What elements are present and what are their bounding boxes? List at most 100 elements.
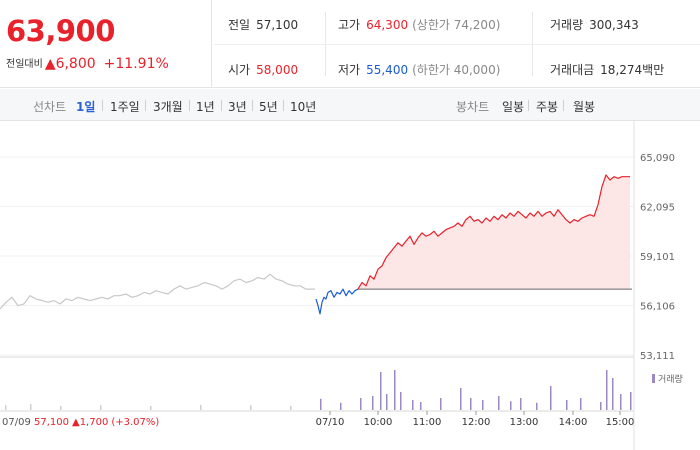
tab-10-years[interactable]: 10년	[290, 100, 317, 114]
tab-5-years[interactable]: 5년	[259, 100, 278, 114]
price-box: 63,900 전일대비 ▲6,800 +11.91%	[0, 0, 212, 88]
volume-bar	[394, 370, 396, 410]
volume-bar	[470, 398, 472, 410]
x-tick-label: 13:00	[510, 417, 539, 428]
low-value: 55,400	[366, 63, 409, 77]
tab-daily-candle[interactable]: 일봉	[502, 100, 525, 114]
volume-bar	[620, 394, 622, 410]
trade-amount-label: 거래대금	[550, 63, 595, 77]
prev-day-change: ▲1,700	[72, 417, 108, 428]
volume-bar	[580, 398, 582, 410]
prev-close-label: 전일	[228, 18, 251, 32]
high-label: 고가	[338, 18, 361, 32]
row-divider	[214, 44, 700, 45]
volume-label: 거래량	[550, 18, 584, 32]
chart-grid	[0, 156, 634, 356]
candle-chart-label: 봉차트	[456, 100, 490, 114]
volume-bar	[510, 401, 512, 410]
volume-legend: 거래량	[658, 373, 683, 385]
tab-separator	[102, 100, 103, 111]
prev-day-price-line	[0, 273, 315, 310]
volume-bar	[520, 398, 522, 410]
prev-day-label: 07/09	[2, 417, 31, 428]
x-tick-label: 12:00	[462, 417, 491, 428]
volume-bar	[380, 372, 382, 410]
upper-limit: (상한가 74,200)	[412, 18, 501, 32]
intraday-price-chart[interactable]: 65,090 62,095 59,101 56,106 53,111 거래량 07/10…	[0, 121, 700, 450]
volume-bar	[100, 405, 102, 410]
volume-bar	[606, 370, 608, 410]
tab-separator	[252, 100, 253, 111]
stat-low: 저가 55,400 (하한가 40,000)	[338, 61, 500, 78]
tab-1-week[interactable]: 1주일	[110, 100, 140, 114]
line-chart-label: 선차트	[33, 100, 67, 114]
volume-bar	[250, 405, 252, 410]
volume-bar	[600, 402, 602, 410]
volume-bar	[612, 378, 614, 410]
tab-separator	[528, 100, 529, 111]
x-tick-label: 15:00	[606, 417, 635, 428]
open-label: 시가	[228, 63, 251, 77]
volume-bar	[386, 394, 388, 410]
x-axis-ticks: 07/10 10:00 11:00 12:00 13:00 14:00 15:00	[316, 411, 635, 428]
volume-bar	[340, 402, 342, 410]
x-tick-label: 07/10	[316, 417, 345, 428]
tab-3-months[interactable]: 3개월	[153, 100, 183, 114]
today-decline-line	[315, 288, 359, 315]
volume-bar	[412, 400, 414, 410]
trade-amount-unit: 백만	[642, 63, 665, 77]
volume-bar	[150, 406, 152, 410]
tab-1-day[interactable]: 1일	[76, 100, 96, 114]
stat-trade-amount: 거래대금 18,274백만	[550, 61, 664, 78]
chart-period-tabs: 선차트 1일 1주일 3개월 1년 3년 5년 10년 봉차트 일봉 주봉 월봉	[0, 89, 700, 121]
prev-day-summary: 57,100 ▲1,700 (+3.07%)	[34, 417, 159, 428]
quote-summary: 63,900 전일대비 ▲6,800 +11.91% 전일 57,100 고가 64,3…	[0, 0, 700, 88]
volume-bar	[482, 400, 484, 410]
volume-bar	[420, 402, 422, 410]
y-tick-label: 65,090	[640, 153, 675, 164]
volume-bar	[440, 398, 442, 410]
volume-bar	[460, 388, 462, 410]
trade-amount-value: 18,274	[600, 63, 643, 77]
volume-bar	[498, 396, 500, 410]
current-price: 63,900	[6, 14, 115, 48]
volume-value: 300,343	[589, 18, 639, 32]
tab-weekly-candle[interactable]: 주봉	[536, 100, 559, 114]
stat-open: 시가 58,000	[228, 61, 298, 78]
open-value: 58,000	[256, 63, 299, 77]
x-tick-label: 10:00	[364, 417, 393, 428]
gain-area-fill	[358, 175, 630, 290]
tab-separator	[221, 100, 222, 111]
change-label: 전일대비	[6, 59, 43, 70]
change-percent: +11.91%	[103, 56, 169, 72]
volume-bar	[566, 400, 568, 410]
volume-bar	[290, 406, 292, 410]
volume-bar	[60, 406, 62, 410]
today-gain-line	[357, 174, 630, 290]
volume-bar	[320, 398, 322, 410]
tab-monthly-candle[interactable]: 월봉	[573, 100, 596, 114]
tab-3-years[interactable]: 3년	[228, 100, 247, 114]
y-tick-label: 59,101	[640, 252, 675, 263]
y-axis-ticks: 65,090 62,095 59,101 56,106 53,111	[640, 153, 675, 362]
x-tick-label: 11:00	[413, 417, 442, 428]
volume-bar	[30, 404, 32, 410]
stat-volume: 거래량 300,343	[550, 16, 639, 33]
volume-bar	[630, 392, 632, 410]
prev-day-close: 57,100	[34, 417, 69, 428]
prev-close-value: 57,100	[256, 18, 299, 32]
high-value: 64,300	[366, 18, 409, 32]
tab-separator	[563, 100, 564, 111]
lower-limit: (하한가 40,000)	[412, 63, 501, 77]
tab-1-year[interactable]: 1년	[196, 100, 215, 114]
tab-separator	[145, 100, 146, 111]
tab-separator	[189, 100, 190, 111]
stat-prev-close: 전일 57,100	[228, 16, 298, 33]
prev-day-pct: (+3.07%)	[111, 417, 159, 428]
change-amount: ▲6,800	[44, 56, 96, 72]
price-lines	[0, 174, 630, 315]
volume-bar	[360, 398, 362, 410]
change-row: 전일대비 ▲6,800 +11.91%	[6, 55, 169, 72]
y-tick-label: 56,106	[640, 301, 675, 312]
volume-bar	[5, 405, 7, 410]
